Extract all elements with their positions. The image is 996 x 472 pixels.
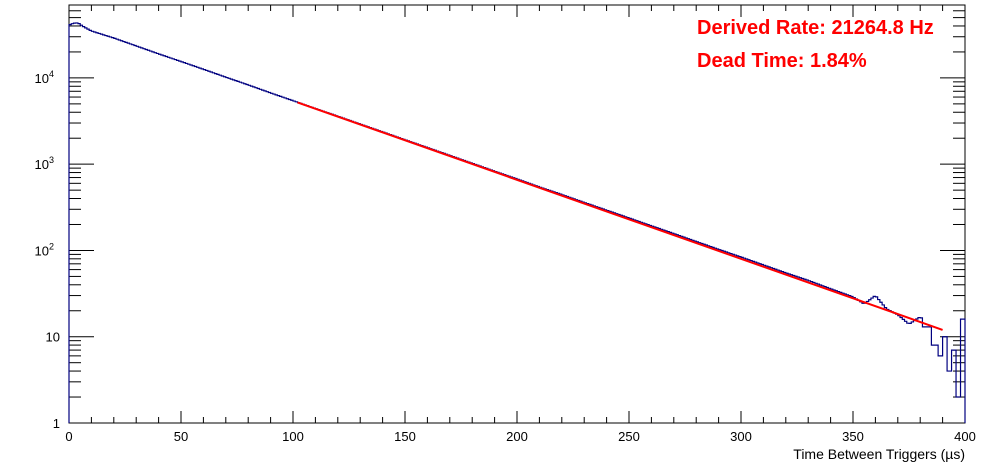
y-tick-label-exponent: 2 — [49, 241, 54, 251]
y-tick-label-base: 10 — [46, 330, 60, 345]
x-tick-label: 300 — [730, 429, 752, 444]
y-tick-label-exponent: 3 — [49, 155, 54, 165]
y-tick-label-base: 10 — [35, 157, 49, 172]
y-tick-label: 1 — [53, 416, 60, 431]
x-tick-label: 150 — [394, 429, 416, 444]
x-tick-label: 350 — [842, 429, 864, 444]
fit-line — [297, 101, 943, 331]
x-tick-label: 50 — [174, 429, 188, 444]
histogram-series — [68, 22, 966, 423]
x-tick-label: 200 — [506, 429, 528, 444]
x-tick-label: 250 — [618, 429, 640, 444]
annotation-dead-time: Dead Time: 1.84% — [697, 50, 867, 72]
y-tick-label-base: 10 — [35, 243, 49, 258]
x-axis-title: Time Between Triggers (µs) — [793, 446, 965, 462]
series-layer — [68, 22, 966, 423]
y-tick-label-base: 1 — [53, 416, 60, 431]
x-tick-label: 400 — [954, 429, 976, 444]
y-tick-label: 10 — [46, 330, 60, 345]
y-tick-label-base: 10 — [35, 71, 49, 86]
x-tick-label: 100 — [282, 429, 304, 444]
annotation-rate: Derived Rate: 21264.8 Hz — [697, 17, 934, 39]
x-tick-labels: 0 50 100 150 200 250 300 350 400 — [65, 429, 975, 444]
y-tick-label: 102 — [35, 241, 54, 258]
y-tick-label: 104 — [35, 69, 54, 86]
y-tick-label: 103 — [35, 155, 54, 172]
y-tick-label-exponent: 4 — [49, 69, 54, 79]
x-tick-label: 0 — [65, 429, 72, 444]
